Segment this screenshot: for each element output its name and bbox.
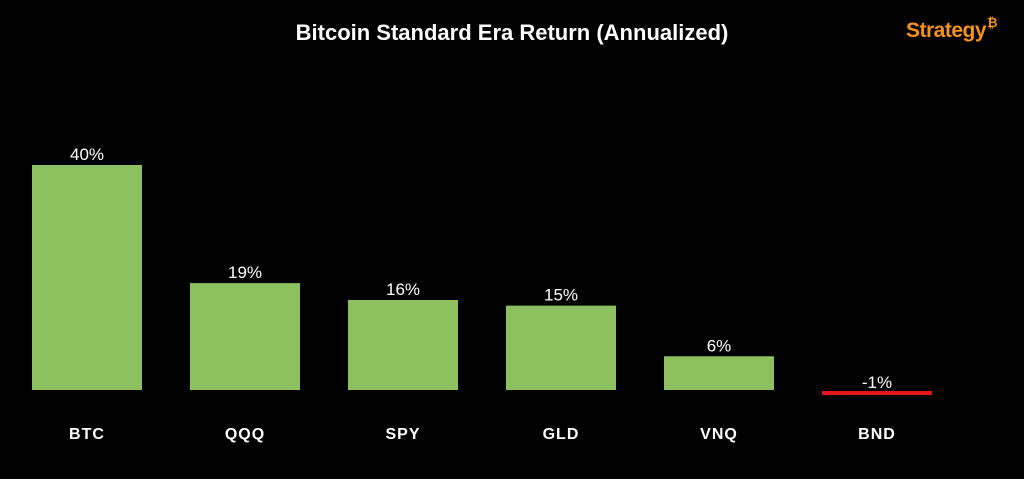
bar-gld <box>506 305 616 390</box>
x-tick-qqq: QQQ <box>225 426 265 443</box>
x-tick-vnq: VNQ <box>700 426 738 443</box>
data-label-btc: 40% <box>70 145 104 164</box>
x-axis-tick-labels: BTC QQQ SPY GLD VNQ BND <box>69 426 896 443</box>
bar-qqq <box>190 283 300 390</box>
data-label-qqq: 19% <box>228 263 262 282</box>
x-tick-btc: BTC <box>69 426 105 443</box>
data-label-spy: 16% <box>386 280 420 299</box>
data-label-gld: 15% <box>544 286 578 305</box>
bar-spy <box>348 300 458 390</box>
data-label-bnd: -1% <box>862 373 892 392</box>
brand-logo: Strategy ₿ <box>906 16 998 42</box>
data-label-vnq: 6% <box>707 336 732 355</box>
brand-name: Strategy <box>906 19 987 42</box>
data-labels-group: 40% 19% 16% 15% 6% -1% <box>70 145 892 392</box>
bars-group <box>32 165 932 395</box>
x-tick-gld: GLD <box>543 426 580 443</box>
bar-bnd <box>822 391 932 395</box>
bar-vnq <box>664 356 774 390</box>
x-tick-bnd: BND <box>858 426 896 443</box>
x-tick-spy: SPY <box>385 426 420 443</box>
chart-title: Bitcoin Standard Era Return (Annualized) <box>296 20 729 45</box>
bar-btc <box>32 165 142 390</box>
bitcoin-icon: ₿ <box>987 16 998 31</box>
